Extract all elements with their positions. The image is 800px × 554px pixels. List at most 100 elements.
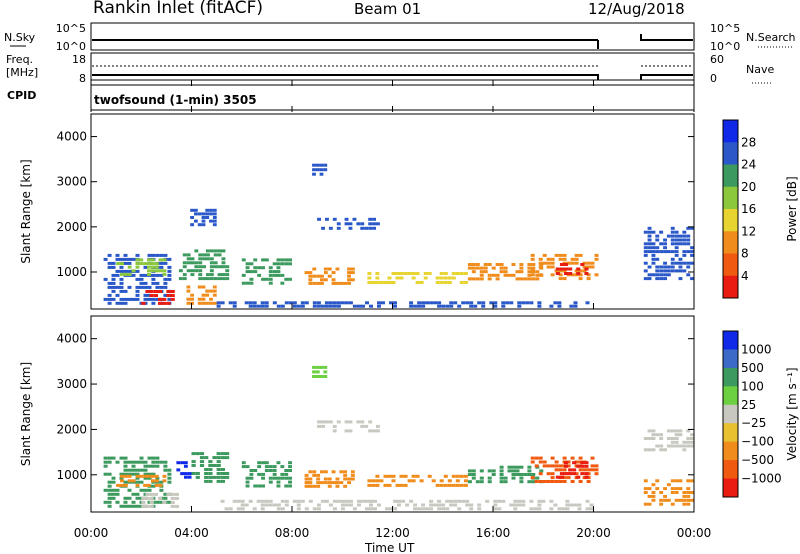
data-cell: [461, 301, 466, 305]
data-cell: [147, 464, 152, 468]
data-cell: [308, 470, 313, 474]
data-cell: [194, 265, 199, 269]
data-cell: [674, 437, 679, 440]
data-cell: [399, 483, 404, 487]
data-cell: [350, 278, 355, 282]
data-cell: [159, 500, 164, 504]
data-cell: [643, 491, 648, 494]
data-cell: [584, 461, 589, 465]
data-cell: [558, 253, 563, 257]
data-cell: [376, 222, 380, 226]
data-cell: [123, 500, 128, 504]
data-cell: [651, 246, 656, 250]
data-cell: [115, 293, 120, 297]
data-cell: [135, 262, 140, 266]
data-cell: [347, 274, 351, 278]
data-cell: [584, 475, 589, 479]
data-cell: [391, 479, 396, 483]
data-cell: [651, 273, 656, 277]
data-cell: [564, 461, 569, 465]
data-cell: [317, 424, 321, 428]
data-cell: [373, 499, 377, 503]
data-cell: [352, 507, 357, 511]
data-cell: [103, 257, 108, 261]
data-cell: [495, 273, 500, 277]
data-cell: [312, 267, 317, 271]
data-cell: [272, 503, 277, 507]
data-cell: [455, 474, 460, 478]
data-cell: [324, 301, 329, 305]
data-cell: [511, 273, 516, 277]
data-cell: [107, 293, 112, 297]
data-cell: [682, 234, 687, 238]
data-cell: [585, 507, 590, 511]
data-cell: [147, 476, 152, 480]
data-cell: [312, 375, 316, 378]
data-cell: [340, 503, 345, 507]
data-cell: [651, 437, 656, 440]
data-cell: [549, 507, 554, 511]
data-cell: [272, 270, 277, 274]
data-cell: [499, 476, 504, 480]
data-cell: [139, 488, 144, 492]
data-cell: [123, 483, 128, 487]
data-cell: [509, 301, 514, 305]
data-cell: [202, 265, 206, 269]
data-cell: [461, 499, 466, 503]
data-cell: [268, 281, 273, 285]
data-cell: [151, 460, 156, 464]
data-cell: [555, 475, 560, 479]
data-cell: [198, 273, 203, 277]
data-cell: [190, 261, 195, 265]
data-cell: [143, 474, 148, 478]
data-cell: [670, 487, 675, 491]
data-cell: [566, 476, 571, 480]
data-cell: [663, 269, 667, 273]
data-cell: [304, 484, 309, 488]
data-cell: [170, 294, 175, 297]
data-cell: [367, 272, 372, 275]
data-cell: [467, 469, 472, 473]
data-cell: [523, 277, 528, 281]
data-cell: [220, 456, 225, 460]
data-cell: [107, 500, 112, 504]
data-cell: [190, 297, 194, 301]
data-cell: [558, 464, 563, 468]
data-cell: [198, 253, 203, 257]
data-cell: [197, 212, 202, 216]
data-cell: [315, 163, 320, 167]
data-cell: [429, 503, 434, 507]
freq-tick-bottom: 8: [79, 72, 86, 85]
data-cell: [647, 238, 652, 242]
data-cell: [415, 272, 420, 275]
data-cell: [670, 230, 675, 234]
data-cell: [517, 304, 522, 308]
data-cell: [323, 168, 328, 172]
data-cell: [445, 507, 450, 511]
data-cell: [320, 274, 324, 278]
data-cell: [505, 301, 510, 305]
data-cell: [449, 503, 454, 507]
data-cell: [686, 498, 691, 502]
data-cell: [643, 261, 648, 265]
data-cell: [272, 465, 277, 469]
data-cell: [393, 301, 397, 305]
data-cell: [323, 481, 328, 485]
data-cell: [546, 261, 551, 265]
data-cell: [184, 472, 188, 476]
data-cell: [690, 444, 694, 448]
data-cell: [272, 472, 277, 476]
data-cell: [365, 507, 369, 511]
data-cell: [147, 285, 152, 289]
data-cell: [147, 297, 152, 301]
data-cell: [308, 274, 313, 278]
data-cell: [479, 480, 484, 484]
data-cell: [170, 500, 175, 504]
data-cell: [264, 277, 269, 281]
data-cell: [194, 249, 199, 253]
data-cell: [574, 269, 579, 273]
data-cell: [690, 433, 694, 437]
data-cell: [674, 444, 679, 448]
data-cell: [284, 301, 289, 305]
data-cell: [469, 304, 474, 308]
